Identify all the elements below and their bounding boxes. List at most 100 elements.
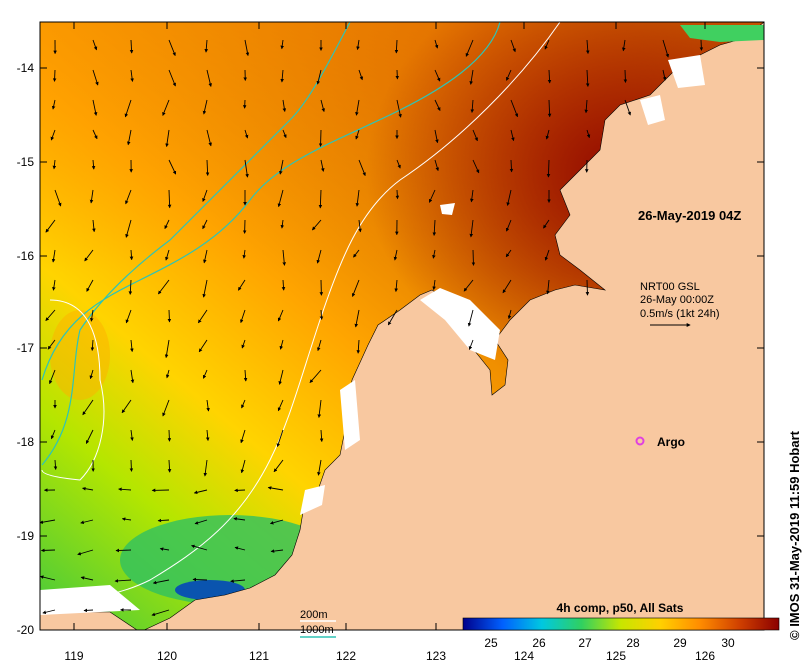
current-vector-arrow <box>273 459 284 473</box>
current-vector-arrow <box>278 369 284 385</box>
current-vector-arrow <box>545 129 550 140</box>
argo-marker[interactable]: Argo <box>635 435 686 449</box>
current-vector-arrow <box>234 488 246 493</box>
current-vector-arrow <box>309 369 322 384</box>
current-vector-arrow <box>434 129 439 144</box>
current-vector-arrow <box>167 459 172 473</box>
current-vector-arrow <box>510 99 519 118</box>
lat-tick-label: -20 <box>17 623 35 637</box>
current-vector-arrow <box>544 39 550 50</box>
current-vector-arrow <box>585 39 590 55</box>
lon-tick-label: 123 <box>426 649 446 663</box>
current-vector-arrow <box>92 129 98 140</box>
current-vector-arrow <box>434 159 439 172</box>
current-vector-arrow <box>699 39 704 51</box>
current-vector-arrow <box>49 369 56 385</box>
lat-tick-label: -14 <box>17 61 35 75</box>
current-vector-arrow <box>507 309 512 320</box>
current-vector-arrow <box>50 129 56 141</box>
current-vector-arrow <box>509 159 514 173</box>
current-vector-arrow <box>358 219 362 233</box>
colorbar-tick-label: 28 <box>626 636 640 650</box>
current-vector-arrow <box>121 517 132 521</box>
current-vector-arrow <box>502 279 512 294</box>
current-vector-arrow <box>202 219 208 230</box>
current-vector-arrow <box>82 399 94 416</box>
current-vector-arrow <box>125 189 132 205</box>
current-source-line1: NRT00 GSL <box>640 281 700 293</box>
current-vector-arrow <box>77 549 94 556</box>
current-vector-arrow <box>355 129 360 140</box>
current-vector-arrow <box>469 69 474 85</box>
current-vector-arrow <box>92 69 99 86</box>
current-vector-arrow <box>167 429 172 442</box>
current-vector-arrow <box>510 129 515 142</box>
warm-coastal-patch <box>50 310 110 400</box>
current-vector-arrow <box>277 189 284 208</box>
current-vector-arrow <box>130 69 134 82</box>
current-vector-arrow <box>121 399 132 414</box>
current-vector-arrow <box>52 279 56 291</box>
current-vector-arrow <box>45 219 56 233</box>
current-vector-arrow <box>54 189 62 207</box>
isobath-200m <box>41 22 561 600</box>
current-vector-arrow <box>355 99 360 116</box>
current-vector-arrow <box>621 39 626 52</box>
current-vector-arrow <box>80 576 94 581</box>
current-source-line2: 26-May 00:00Z <box>640 294 714 306</box>
current-vector-arrow <box>468 339 474 351</box>
colorbar-title: 4h comp, p50, All Sats <box>557 601 684 615</box>
current-legend: NRT00 GSL 26-May 00:00Z 0.5m/s (1kt 24h) <box>640 281 719 327</box>
argo-float-icon[interactable] <box>635 436 645 446</box>
current-vector-arrow <box>130 369 135 384</box>
current-vector-arrow <box>89 309 94 322</box>
current-vector-arrow <box>585 69 590 87</box>
plot-frame <box>39 21 765 631</box>
latitude-axis: -14 -15 -16 -17 -18 -19 -20 <box>17 61 35 637</box>
current-vector-arrow <box>192 577 208 582</box>
current-vector-arrow <box>165 249 170 261</box>
current-vector-arrow <box>159 547 170 551</box>
colorbar-tick-label: 29 <box>673 636 687 650</box>
current-vector-arrow <box>394 279 398 293</box>
current-vector-arrow <box>394 39 399 54</box>
colorbar-tick-label: 26 <box>532 636 546 650</box>
current-vector-arrow <box>82 486 94 491</box>
current-vector-arrow <box>242 249 247 259</box>
isobath-1000m-label: 1000m <box>300 624 334 636</box>
current-vector-arrow <box>124 99 132 118</box>
current-vector-arrow <box>157 518 170 523</box>
current-vector-arrow <box>396 99 402 118</box>
current-vector-arrow <box>202 369 208 379</box>
current-vector-arrow <box>282 129 287 139</box>
current-vector-arrow <box>129 249 134 261</box>
current-vector-arrow <box>470 189 474 203</box>
current-vector-arrow <box>191 544 208 551</box>
current-vector-arrow <box>125 309 132 324</box>
current-vector-arrow <box>51 249 56 263</box>
current-vector-arrow <box>130 339 134 353</box>
current-vector-arrow <box>47 339 56 350</box>
current-vector-arrow <box>85 429 94 445</box>
current-vectors <box>40 39 704 617</box>
current-vector-arrow <box>434 39 439 49</box>
current-vector-arrow <box>194 519 208 525</box>
current-vector-arrow <box>546 159 551 178</box>
lat-tick-label: -18 <box>17 435 35 449</box>
map-plot-area <box>40 22 764 630</box>
current-vector-arrow <box>546 279 550 295</box>
current-vector-arrow <box>115 548 132 553</box>
cloud-mask-north <box>440 55 705 215</box>
current-vector-arrow <box>114 579 132 583</box>
current-vector-arrow <box>510 39 516 53</box>
current-vector-arrow <box>164 339 170 359</box>
current-vector-arrow <box>355 189 360 207</box>
current-vector-arrow <box>243 369 248 382</box>
current-vector-arrow <box>244 159 249 178</box>
current-vector-arrow <box>356 39 360 51</box>
sst-colorbar: 4h comp, p50, All Sats 25 26 27 28 29 30 <box>462 601 780 650</box>
current-vector-arrow <box>432 249 436 259</box>
current-vector-arrow <box>662 69 667 81</box>
current-vector-arrow <box>470 99 475 113</box>
current-vector-arrow <box>277 399 284 412</box>
